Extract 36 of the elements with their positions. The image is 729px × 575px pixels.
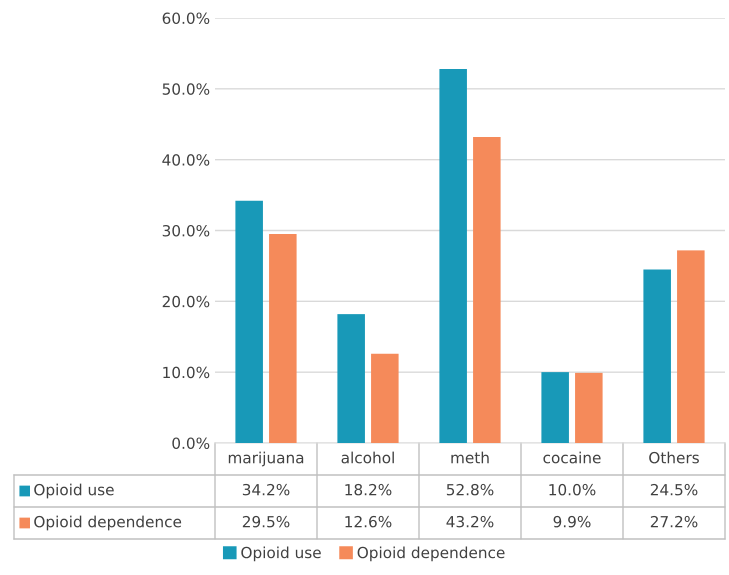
data-label: 43.2% xyxy=(446,516,494,528)
bar xyxy=(677,250,705,443)
x-tick-label: meth xyxy=(451,452,489,464)
y-tick-label: 30.0% xyxy=(162,224,210,237)
y-tick-label: 0.0% xyxy=(172,437,210,450)
bar xyxy=(371,354,399,443)
y-tick-label: 20.0% xyxy=(162,296,210,308)
bar xyxy=(235,200,263,443)
x-tick-label: marijuana xyxy=(228,452,304,466)
bar xyxy=(643,269,671,443)
legend-label: Opioid use xyxy=(241,546,321,562)
y-tick-label: 50.0% xyxy=(162,83,210,95)
data-label: 9.9% xyxy=(554,516,591,528)
data-label: 24.5% xyxy=(650,484,698,496)
bar xyxy=(439,69,467,443)
text: Opioid dependence xyxy=(34,516,182,530)
data-label: 52.8% xyxy=(446,484,494,496)
data-label: 29.5% xyxy=(242,516,290,528)
y-tick-label: 60.0% xyxy=(162,12,210,24)
text: Opioid use xyxy=(34,484,114,498)
x-tick-label: Others xyxy=(649,452,699,464)
y-tick-label: 40.0% xyxy=(162,154,210,166)
data-label: 34.2% xyxy=(242,484,290,496)
data-label: 10.0% xyxy=(549,484,596,496)
bar xyxy=(575,372,603,443)
bar xyxy=(269,234,297,443)
bar xyxy=(541,372,569,443)
y-tick-label: 10.0% xyxy=(163,366,210,378)
data-label: 18.2% xyxy=(345,484,392,496)
bar xyxy=(473,137,501,443)
x-tick-label: alcohol xyxy=(342,452,394,464)
bar xyxy=(337,314,365,443)
data-label: 12.6% xyxy=(345,516,392,528)
x-tick-label: cocaine xyxy=(543,452,601,464)
legend-label: Opioid dependence xyxy=(358,546,505,562)
data-label: 27.2% xyxy=(650,516,698,528)
